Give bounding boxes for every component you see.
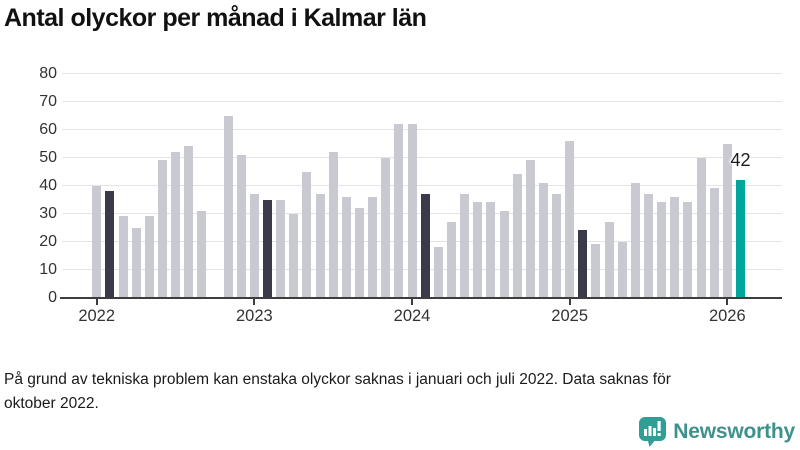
bar-2023-06 [315, 193, 325, 298]
bar-2025-05 [617, 241, 627, 298]
y-axis-label-70: 70 [39, 92, 57, 110]
bar-2022-01 [92, 185, 102, 298]
newsworthy-logo-text: Newsworthy [673, 420, 795, 443]
bar-2024-09 [512, 174, 522, 298]
bar-2022-07 [171, 151, 180, 298]
gridline-80 [62, 73, 782, 74]
bar-2022-02 [105, 191, 115, 298]
bar-2023-03 [276, 199, 286, 298]
bar-2024-11 [538, 182, 548, 298]
bar-2024-01 [407, 123, 417, 298]
bar-2022-04 [131, 227, 141, 298]
bar-2025-07 [644, 193, 653, 298]
y-axis-label-50: 50 [39, 148, 57, 166]
y-axis-label-60: 60 [39, 120, 57, 138]
x-axis-label-2023: 2023 [235, 306, 273, 325]
y-axis-label-40: 40 [39, 176, 57, 194]
x-axis-tick-2024 [411, 298, 413, 305]
bar-2023-02 [263, 199, 272, 298]
y-axis-label-30: 30 [39, 204, 57, 222]
x-axis-tick-2025 [568, 298, 571, 305]
bar-2025-12 [709, 188, 719, 298]
bar-2022-11 [223, 115, 233, 298]
x-axis-tick-2022 [95, 298, 98, 305]
bar-2025-04 [604, 221, 614, 298]
bar-2023-08 [341, 196, 351, 298]
y-axis-label-0: 0 [48, 288, 57, 306]
gridline-40 [62, 185, 782, 186]
bar-2025-10 [683, 202, 693, 298]
bar-2024-10 [525, 160, 535, 298]
bar-2025-02 [578, 230, 588, 298]
newsworthy-logo-icon [639, 417, 667, 447]
bar-2023-10 [368, 196, 378, 298]
x-axis-tick-2023 [253, 298, 256, 305]
bar-2023-05 [302, 171, 312, 298]
y-axis-label-10: 10 [39, 260, 57, 278]
bar-2026-02 [736, 179, 745, 298]
bar-2022-05 [144, 216, 154, 298]
bar-2023-01 [249, 193, 259, 298]
x-axis-label-2026: 2026 [708, 306, 746, 325]
y-axis-label-80: 80 [39, 64, 57, 82]
bar-2024-04 [446, 221, 456, 298]
bar-2023-07 [328, 151, 338, 298]
bar-2026-01 [722, 143, 732, 298]
bar-2023-11 [381, 157, 391, 298]
bar-2025-09 [670, 196, 680, 298]
bar-2024-12 [552, 193, 561, 298]
gridline-50 [62, 157, 782, 158]
bar-2022-09 [197, 210, 207, 298]
x-axis-line [60, 296, 782, 299]
gridline-70 [62, 101, 782, 102]
bar-2024-02 [420, 193, 430, 298]
bar-2025-03 [591, 244, 601, 298]
y-axis-label-20: 20 [39, 232, 57, 250]
footnote: På grund av tekniska problem kan enstaka… [4, 371, 671, 413]
bar-2025-01 [565, 140, 575, 298]
bar-2025-11 [696, 157, 706, 298]
chart-title: Antal olyckor per månad i Kalmar län [4, 4, 427, 32]
bar-2024-05 [460, 193, 470, 298]
bar-2025-08 [657, 202, 667, 298]
bar-2022-08 [184, 146, 194, 298]
bar-2024-07 [486, 202, 496, 298]
latest-value-label: 42 [730, 150, 751, 170]
bar-2023-09 [355, 207, 364, 298]
bar-2024-06 [473, 202, 483, 298]
newsworthy-logo-link[interactable]: Newsworthy [639, 417, 795, 447]
x-axis-label-2025: 2025 [551, 306, 589, 325]
bar-2025-06 [630, 182, 640, 298]
x-axis-label-2022: 2022 [78, 306, 116, 325]
bar-2023-12 [394, 123, 404, 298]
bar-2022-06 [157, 160, 167, 298]
x-axis-tick-2026 [726, 298, 729, 305]
bar-2022-03 [118, 216, 128, 298]
gridline-60 [62, 129, 782, 130]
bar-2024-08 [499, 210, 509, 298]
bar-2024-03 [433, 247, 443, 298]
x-axis-label-2024: 2024 [393, 306, 431, 325]
bar-2022-12 [236, 154, 246, 298]
bar-2023-04 [289, 213, 299, 298]
